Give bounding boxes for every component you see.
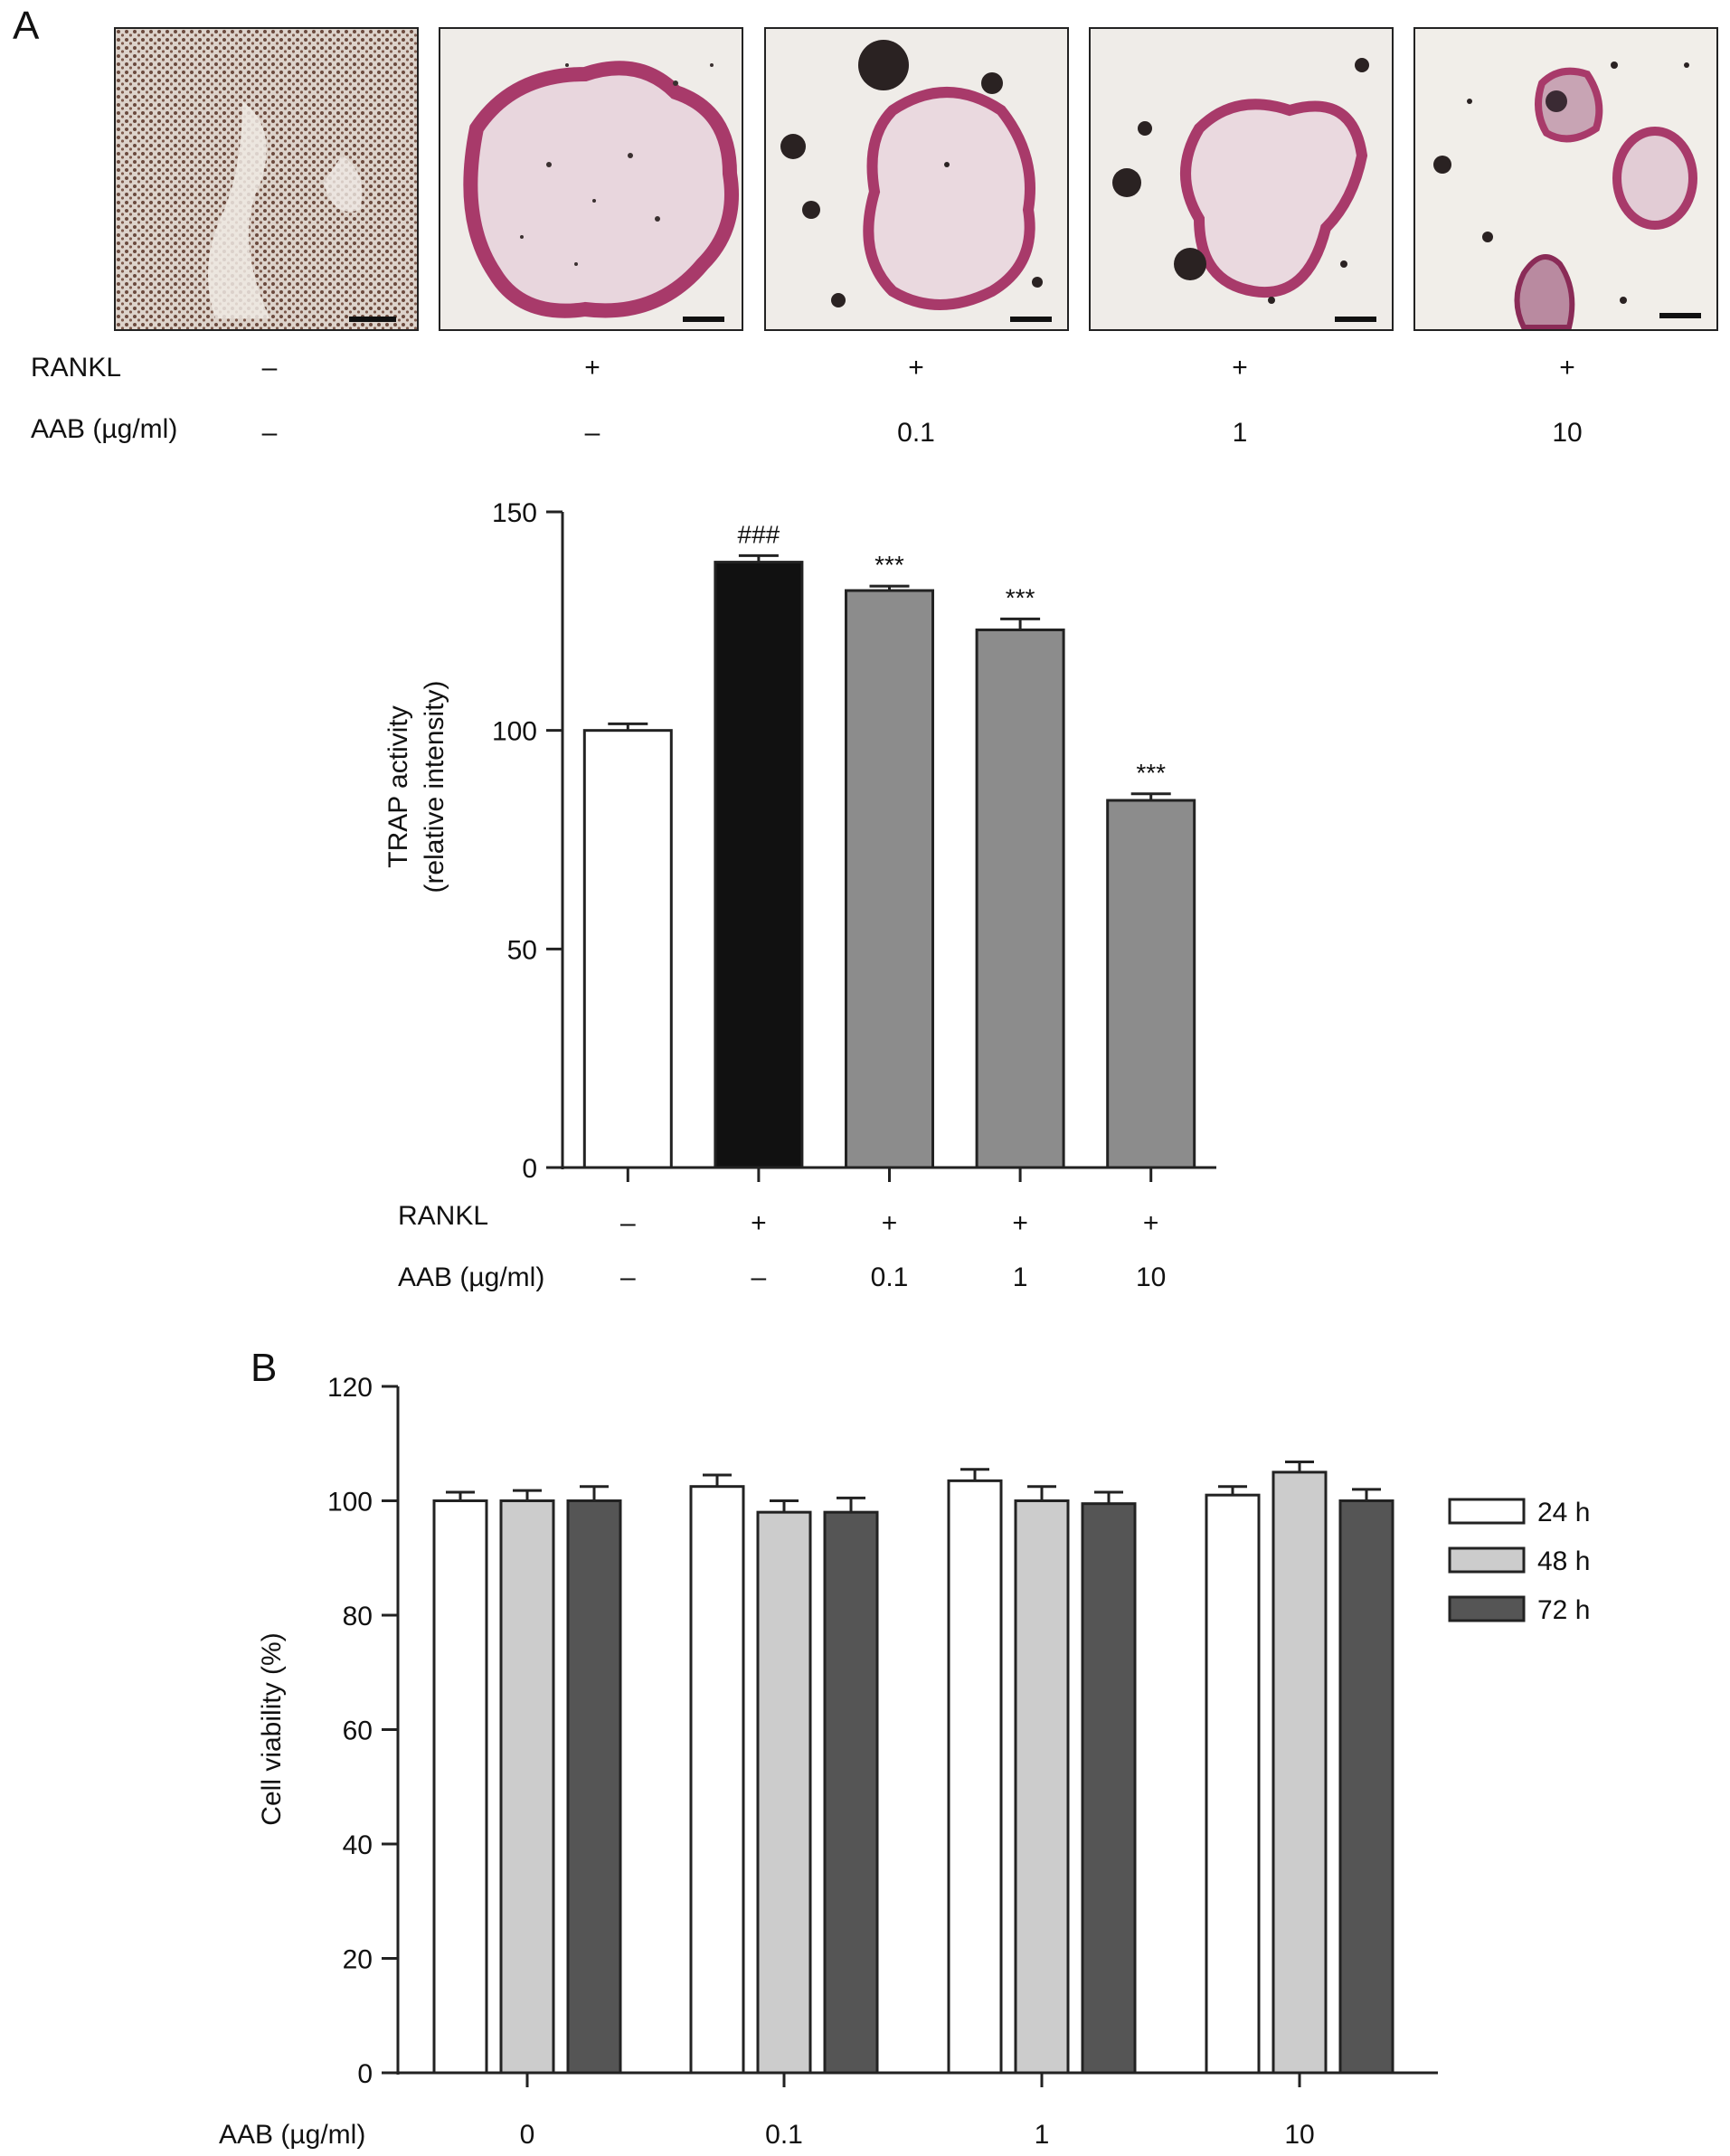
aab-row-label: AAB (µg/ml) xyxy=(398,1262,544,1292)
aab-value: 0.1 xyxy=(871,1262,909,1292)
significance-label: *** xyxy=(1136,759,1166,787)
bar xyxy=(823,1510,879,2075)
aab-value: 0.1 xyxy=(897,418,935,448)
aab-value: – xyxy=(584,418,600,448)
micrograph-rankl-aab-1-image xyxy=(1091,29,1392,329)
rankl-value: + xyxy=(1559,353,1575,383)
bar xyxy=(975,629,1065,1169)
aab-value: 10 xyxy=(1552,418,1583,448)
y-axis-label: (relative intensity) xyxy=(420,680,449,893)
aab-value: – xyxy=(261,418,278,448)
x-tick-label: 10 xyxy=(1284,2120,1314,2150)
micrograph-rankl xyxy=(439,27,743,331)
bar xyxy=(582,729,673,1169)
aab-value: 1 xyxy=(1013,1262,1028,1292)
rankl-value: + xyxy=(908,353,924,383)
rankl-row-label: RANKL xyxy=(31,353,122,383)
bar xyxy=(1272,1470,1328,2075)
micrograph-control-image xyxy=(116,29,417,329)
scale-bar xyxy=(1010,317,1052,322)
significance-label: *** xyxy=(874,551,904,579)
trap-activity-chart: 0 50 100 150 TRAP activity (relative intensit… xyxy=(383,498,1216,1292)
x-tick-label: 0 xyxy=(520,2120,535,2150)
rankl-value: – xyxy=(620,1208,636,1238)
x-axis-label: AAB (µg/ml) xyxy=(219,2120,365,2150)
scale-bar xyxy=(683,317,724,322)
rankl-value: + xyxy=(1143,1208,1159,1238)
scale-bar xyxy=(349,317,396,322)
micrograph-rankl-aab-10-image xyxy=(1415,29,1716,329)
bar xyxy=(1014,1499,1070,2075)
y-tick-label: 80 xyxy=(343,1602,373,1631)
aab-value: 10 xyxy=(1136,1262,1166,1292)
y-axis-label: Cell viability (%) xyxy=(257,1632,287,1825)
legend-swatch xyxy=(1448,1595,1526,1622)
micrograph-rankl-aab-1 xyxy=(1089,27,1394,331)
rankl-value: + xyxy=(584,353,600,383)
bar xyxy=(1338,1499,1394,2075)
micrograph-control xyxy=(114,27,419,331)
significance-label: ### xyxy=(738,520,780,548)
y-tick-label: 50 xyxy=(507,935,537,965)
micrograph-rankl-aab-0.1-image xyxy=(766,29,1067,329)
y-tick-label: 120 xyxy=(327,1373,373,1403)
y-tick-label: 0 xyxy=(357,2059,373,2089)
y-tick-label: 100 xyxy=(492,717,537,747)
rankl-value: + xyxy=(882,1208,898,1238)
y-tick-label: 20 xyxy=(343,1945,373,1975)
aab-value: – xyxy=(752,1262,767,1292)
bar xyxy=(947,1479,1003,2075)
scale-bar xyxy=(1659,313,1701,318)
legend-swatch xyxy=(1448,1546,1526,1574)
x-tick-label: 1 xyxy=(1035,2120,1050,2150)
micrograph-rankl-aab-0.1 xyxy=(764,27,1069,331)
aab-value: 1 xyxy=(1232,418,1248,448)
bar xyxy=(566,1499,622,2075)
legend-label: 24 h xyxy=(1537,1498,1590,1527)
panel-b-label: B xyxy=(251,1346,278,1390)
bar xyxy=(689,1485,745,2075)
x-tick-label: 0.1 xyxy=(765,2120,803,2150)
rankl-value: + xyxy=(751,1208,767,1238)
rankl-row-label: RANKL xyxy=(398,1201,488,1231)
y-tick-label: 100 xyxy=(327,1488,373,1518)
bar xyxy=(1081,1502,1137,2075)
panel-a-label: A xyxy=(13,4,40,48)
y-tick-label: 60 xyxy=(343,1716,373,1746)
aab-row-label: AAB (µg/ml) xyxy=(31,414,178,444)
rankl-value: + xyxy=(1232,353,1248,383)
aab-value: – xyxy=(620,1262,636,1292)
bar xyxy=(1205,1493,1261,2075)
y-tick-label: 40 xyxy=(343,1830,373,1860)
rankl-value: + xyxy=(1012,1208,1028,1238)
y-tick-label: 0 xyxy=(522,1154,537,1184)
significance-label: *** xyxy=(1006,583,1035,611)
micrograph-rankl-aab-10 xyxy=(1413,27,1718,331)
rankl-value: – xyxy=(261,353,278,383)
micrograph-rankl-image xyxy=(440,29,742,329)
bar xyxy=(432,1499,488,2075)
legend-label: 48 h xyxy=(1537,1546,1590,1576)
bar xyxy=(499,1499,555,2075)
scale-bar xyxy=(1335,317,1376,322)
legend-label: 72 h xyxy=(1537,1595,1590,1625)
bar xyxy=(714,561,804,1169)
y-axis-label: TRAP activity xyxy=(383,705,413,868)
bar xyxy=(845,589,934,1169)
legend-swatch xyxy=(1448,1498,1526,1525)
bar xyxy=(756,1510,812,2075)
y-tick-label: 150 xyxy=(492,498,537,528)
bar xyxy=(1106,799,1196,1169)
